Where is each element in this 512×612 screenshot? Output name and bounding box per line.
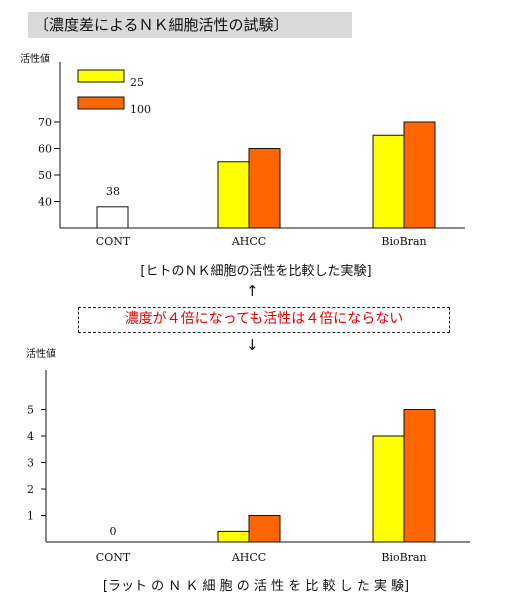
chart1-category-label: BioBran xyxy=(381,235,426,248)
chart2-y-tick-label: 5 xyxy=(27,404,34,417)
chart1-legend-swatch xyxy=(77,96,125,110)
chart2-category-label: AHCC xyxy=(231,551,266,564)
chart1-y-tick-label: 40 xyxy=(38,196,52,209)
callout-box: 濃度が４倍になっても活性は４倍にならない xyxy=(78,307,450,333)
chart2-y-tick-label: 1 xyxy=(27,510,34,523)
chart1-data-label: 38 xyxy=(106,185,120,198)
chart2-bar-series-2 xyxy=(403,409,436,543)
chart1-caption: [ヒトのＮＫ細胞の活性を比較した実験] xyxy=(140,264,372,279)
chart1-ylabel: 活性値 xyxy=(20,54,50,65)
arrow-down-icon: ↓ xyxy=(246,336,259,354)
chart1-legend-swatch xyxy=(77,69,125,83)
chart1-bar-control xyxy=(96,206,129,229)
chart1-y-tick-label: 70 xyxy=(38,116,52,129)
page-title: 〔濃度差によるＮＫ細胞活性の試験〕 xyxy=(28,12,352,38)
chart1-bar-series-1 xyxy=(217,161,250,229)
chart1-svg: 40 50 60 70 CONT AHCC BioBran 38 25 100 xyxy=(38,62,465,248)
chart2-bar-series-1 xyxy=(372,435,405,543)
chart2-caption: [ラット の Ｎ Ｋ 細 胞 の 活 性 を 比 較 し た 実 験] xyxy=(102,579,410,594)
chart2-y-tick-label: 2 xyxy=(27,483,34,496)
chart2-category-label: BioBran xyxy=(381,551,426,564)
chart1-bar-series-1 xyxy=(372,134,405,229)
chart1-category-label: CONT xyxy=(96,235,131,248)
chart2-ylabel: 活性値 xyxy=(26,349,56,360)
chart2-svg: 1 2 3 4 5 CONT AHCC BioBran 0 xyxy=(27,370,470,564)
chart2-y-tick-label: 4 xyxy=(27,430,34,443)
chart2-y-tick-label: 3 xyxy=(27,457,34,470)
arrow-up-icon: ↑ xyxy=(246,282,259,300)
chart1-legend-label: 25 xyxy=(130,76,144,89)
chart1-y-tick-label: 50 xyxy=(38,169,52,182)
chart1-category-label: AHCC xyxy=(231,235,266,248)
chart2-bar-series-2 xyxy=(248,515,281,543)
chart2-bar-series-1 xyxy=(217,530,250,543)
chart1-y-tick-label: 60 xyxy=(38,143,52,156)
chart2-category-label: CONT xyxy=(96,551,131,564)
chart2-data-label: 0 xyxy=(110,525,117,538)
chart1-legend-label: 100 xyxy=(130,103,151,116)
chart1-bar-series-2 xyxy=(248,148,281,229)
chart1-bar-series-2 xyxy=(403,121,436,229)
